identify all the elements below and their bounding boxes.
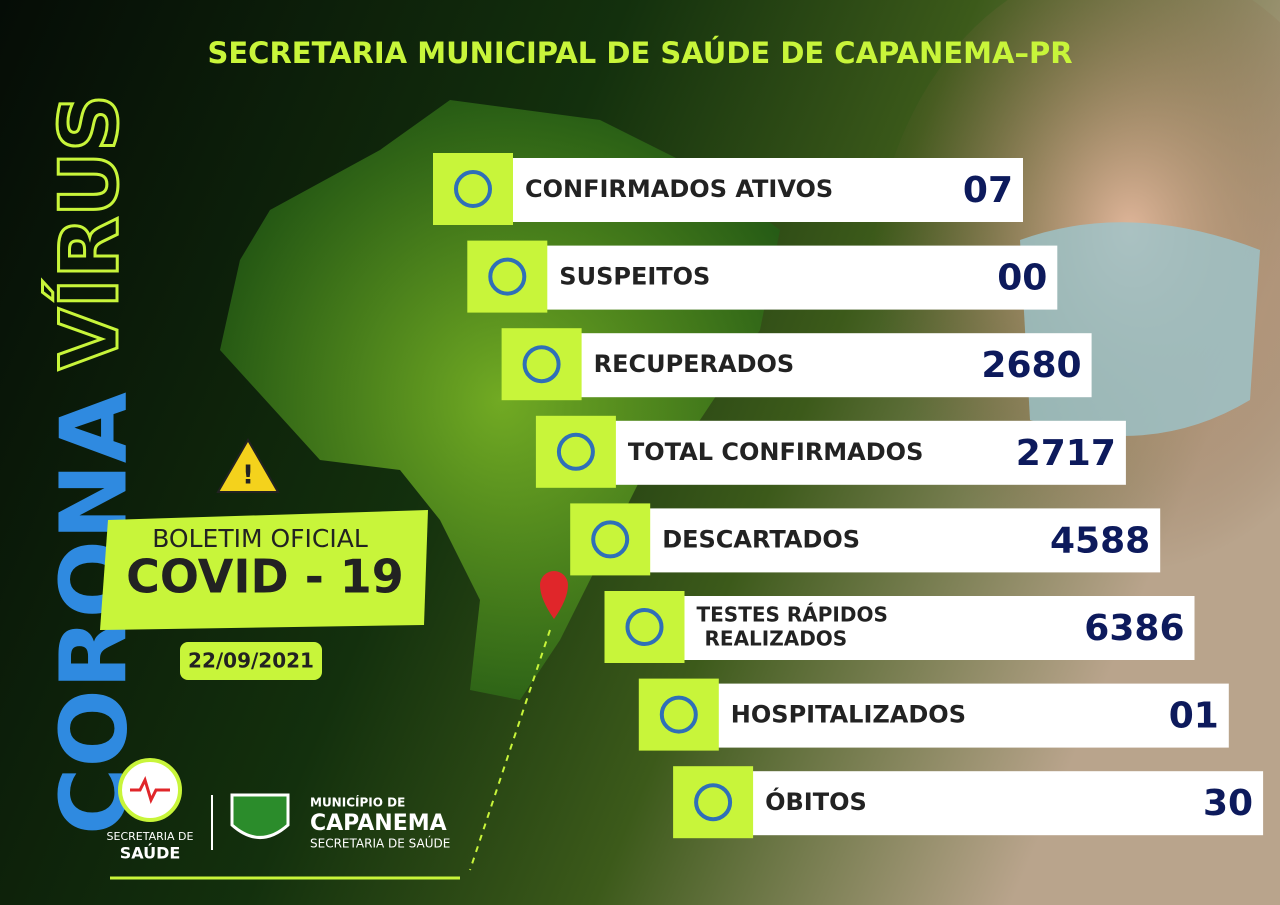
stat-value: 07 (963, 170, 1013, 211)
stat-value: 01 (1169, 696, 1219, 737)
stat-label: HOSPITALIZADOS (731, 701, 966, 729)
stat-label: SUSPEITOS (559, 263, 710, 291)
stat-bar (543, 245, 1058, 310)
stat-label: CONFIRMADOS ATIVOS (525, 175, 833, 203)
stat-label: TESTES RÁPIDOS (697, 603, 888, 627)
health-logo-text: SECRETARIA DE (107, 830, 194, 843)
stat-value: 4588 (1050, 520, 1150, 561)
municipality-name: CAPANEMA (310, 811, 447, 836)
stat-value: 6386 (1084, 608, 1184, 649)
stat-bar (749, 771, 1264, 836)
stat-bar (577, 333, 1092, 398)
health-logo (118, 758, 182, 822)
stat-icon-box (673, 766, 754, 839)
stat-label: RECUPERADOS (594, 350, 795, 378)
warning-icon (216, 437, 280, 493)
bulletin-panel (100, 510, 428, 630)
stat-bar (509, 158, 1023, 222)
stat-icon (625, 608, 664, 646)
stat-bar (714, 683, 1229, 748)
virus-text: VÍRUS (42, 94, 136, 370)
stat-label: REALIZADOS (705, 627, 848, 651)
stat-icon (454, 170, 492, 208)
stat-value: 30 (1203, 783, 1253, 824)
stat-icon (556, 432, 595, 471)
stat-icon (488, 257, 527, 296)
crest (230, 793, 290, 839)
stat-icon-box (433, 153, 513, 225)
health-logo-text: SAÚDE (120, 844, 181, 863)
bulletin-subtitle: COVID - 19 (126, 550, 404, 604)
municipality-text: MUNICÍPIO DE (310, 795, 405, 810)
stat-bar (611, 420, 1126, 485)
location-pin (540, 571, 568, 619)
warning-mark: ! (242, 461, 254, 491)
stat-icon-box (535, 415, 616, 488)
stat-icon (694, 783, 733, 822)
stat-bar (646, 508, 1161, 573)
stat-icon-box (604, 591, 685, 663)
stat-label: ÓBITOS (765, 786, 867, 816)
stat-icon-box (638, 678, 719, 751)
date: 22/09/2021 (188, 649, 314, 673)
stat-value: 2680 (981, 345, 1081, 386)
heartbeat (130, 775, 170, 805)
stat-label: TOTAL CONFIRMADOS (628, 438, 923, 466)
stat-icon-box (467, 240, 548, 313)
stat-icon-box (501, 328, 582, 401)
stat-icon (659, 695, 698, 734)
stat-icon (591, 520, 630, 559)
municipality-text: SECRETARIA DE SAÚDE (310, 836, 450, 851)
stat-value: 00 (997, 258, 1047, 299)
bulletin-title: BOLETIM OFICIAL (152, 524, 368, 553)
date-box (180, 642, 322, 680)
stat-bar (680, 596, 1195, 660)
stat-icon (522, 345, 561, 384)
stat-icon-box (570, 503, 651, 576)
stat-value: 2717 (1016, 433, 1116, 474)
stat-label: DESCARTADOS (662, 525, 860, 553)
header-title: SECRETARIA MUNICIPAL DE SAÚDE DE CAPANEM… (207, 36, 1072, 70)
